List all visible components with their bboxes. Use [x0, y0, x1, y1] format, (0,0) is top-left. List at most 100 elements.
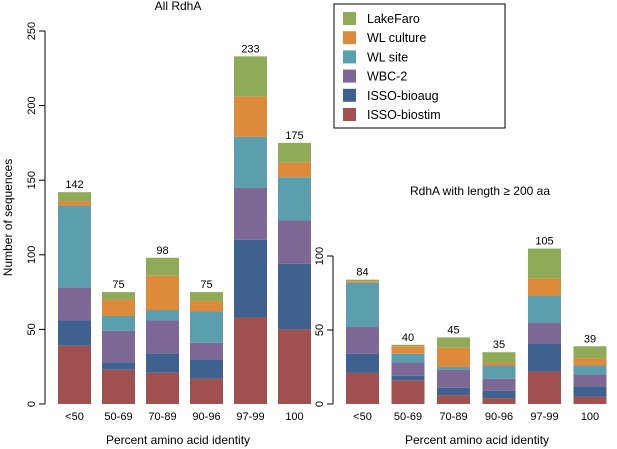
bar-segment-isso-biostim: [482, 398, 516, 404]
bar-segment-wl-culture: [190, 301, 223, 312]
bar-segment-lakefaro: [437, 337, 470, 348]
bar-segment-isso-bioaug: [102, 362, 135, 370]
y-tick-label: 50: [314, 324, 326, 336]
x-tick-label: 100: [285, 411, 303, 423]
bar-segment-wl-site: [391, 353, 425, 363]
bar-segment-wbc-2: [528, 322, 561, 344]
legend-label: ISSO-biostim: [367, 108, 441, 122]
chart-title: RdhA with length ≥ 200 aa: [410, 184, 550, 198]
legend-swatch: [343, 50, 356, 64]
bar-total-label: 39: [584, 333, 596, 345]
bar-segment-lakefaro: [102, 292, 135, 300]
y-tick-label: 250: [26, 22, 38, 40]
legend-box: [333, 3, 506, 129]
bar-segment-isso-biostim: [437, 395, 470, 404]
bar-total-label: 45: [447, 324, 459, 336]
bar-segment-wl-site: [146, 310, 179, 321]
bar-segment-lakefaro: [482, 352, 516, 363]
bar-total-label: 98: [156, 245, 168, 257]
x-tick-label: 97-99: [236, 411, 264, 423]
x-tick-label: <50: [65, 411, 84, 423]
bar-segment-isso-biostim: [391, 380, 425, 404]
x-tick-label: 90-96: [192, 411, 220, 423]
bar-segment-lakefaro: [528, 248, 561, 279]
bar-segment-isso-biostim: [146, 372, 179, 404]
y-axis-label: Number of sequences: [1, 159, 15, 276]
bar-segment-isso-biostim: [190, 378, 223, 404]
bar-segment-wbc-2: [146, 320, 179, 354]
bar-segment-wl-site: [437, 367, 470, 370]
bar-segment-isso-bioaug: [234, 239, 267, 318]
x-tick-label: 97-99: [530, 411, 558, 423]
bar-total-label: 75: [200, 279, 212, 291]
bar-segment-isso-bioaug: [437, 387, 470, 396]
bar-segment-wbc-2: [573, 374, 607, 387]
bar-segment-isso-bioaug: [573, 386, 607, 397]
x-tick-label: <50: [353, 411, 372, 423]
bar-segment-isso-biostim: [58, 345, 91, 404]
y-tick-label: 0: [314, 401, 326, 407]
bar-segment-wl-site: [528, 295, 561, 323]
bar-segment-wl-culture: [437, 347, 470, 367]
bar-segment-wl-site: [278, 177, 311, 221]
y-tick-label: 200: [26, 96, 38, 114]
bar-segment-isso-bioaug: [482, 390, 516, 399]
bar-segment-wbc-2: [346, 327, 379, 354]
legend-swatch: [343, 108, 356, 121]
legend-label: WBC-2: [367, 70, 407, 84]
legend-label: WL culture: [367, 31, 426, 45]
bar-segment-lakefaro: [58, 192, 91, 202]
bar-segment-isso-biostim: [573, 396, 607, 404]
bar-segment-wl-culture: [528, 278, 561, 296]
bar-segment-wl-culture: [346, 281, 379, 283]
x-tick-label: 50-69: [104, 411, 132, 423]
bar-total-label: 233: [241, 43, 259, 55]
bar-total-label: 105: [535, 236, 553, 248]
bar-segment-wl-culture: [102, 299, 135, 316]
bar-segment-isso-biostim: [278, 329, 311, 404]
bar-segment-lakefaro: [278, 142, 311, 163]
bar-segment-isso-bioaug: [528, 343, 561, 372]
bar-segment-wl-site: [102, 315, 135, 331]
legend-label: ISSO-bioaug: [367, 89, 439, 103]
bar-total-label: 40: [402, 332, 414, 344]
bar-segment-wbc-2: [234, 187, 267, 240]
y-tick-label: 50: [26, 323, 38, 335]
bar-segment-wl-site: [482, 365, 516, 379]
legend-label: LakeFaro: [367, 12, 420, 26]
x-tick-label: 100: [581, 411, 599, 423]
bar-segment-wl-culture: [234, 96, 267, 137]
bar-segment-wbc-2: [58, 287, 91, 321]
x-axis-label: Percent amino acid identity: [106, 433, 250, 447]
bar-segment-wl-culture: [391, 346, 425, 354]
legend-label: WL site: [367, 50, 408, 64]
bar-segment-isso-bioaug: [391, 375, 425, 381]
bar-segment-isso-bioaug: [190, 359, 223, 379]
x-tick-label: 70-89: [439, 411, 467, 423]
bar-segment-wbc-2: [190, 342, 223, 360]
bar-total-label: 142: [65, 179, 83, 191]
bar-segment-wl-site: [346, 282, 379, 328]
bar-segment-isso-biostim: [346, 372, 379, 404]
bar-segment-isso-bioaug: [58, 320, 91, 346]
bar-total-label: 35: [493, 339, 505, 351]
bar-segment-lakefaro: [573, 346, 607, 359]
bar-total-label: 84: [356, 267, 368, 279]
bar-segment-isso-biostim: [102, 369, 135, 404]
bar-segment-wl-culture: [573, 358, 607, 366]
x-tick-label: 70-89: [148, 411, 176, 423]
bar-segment-wl-site: [573, 365, 607, 375]
x-tick-label: 50-69: [394, 411, 422, 423]
bar-segment-isso-bioaug: [146, 353, 179, 373]
bar-total-label: 75: [112, 279, 124, 291]
bar-segment-isso-biostim: [528, 371, 561, 404]
legend-swatch: [343, 12, 356, 25]
bar-segment-lakefaro: [146, 257, 179, 276]
x-tick-label: 90-96: [485, 411, 513, 423]
bar-segment-wl-site: [190, 311, 223, 343]
bar-segment-wl-culture: [58, 201, 91, 206]
bar-segment-isso-bioaug: [346, 353, 379, 373]
legend-swatch: [343, 31, 356, 45]
bar-segment-wl-site: [234, 136, 267, 188]
